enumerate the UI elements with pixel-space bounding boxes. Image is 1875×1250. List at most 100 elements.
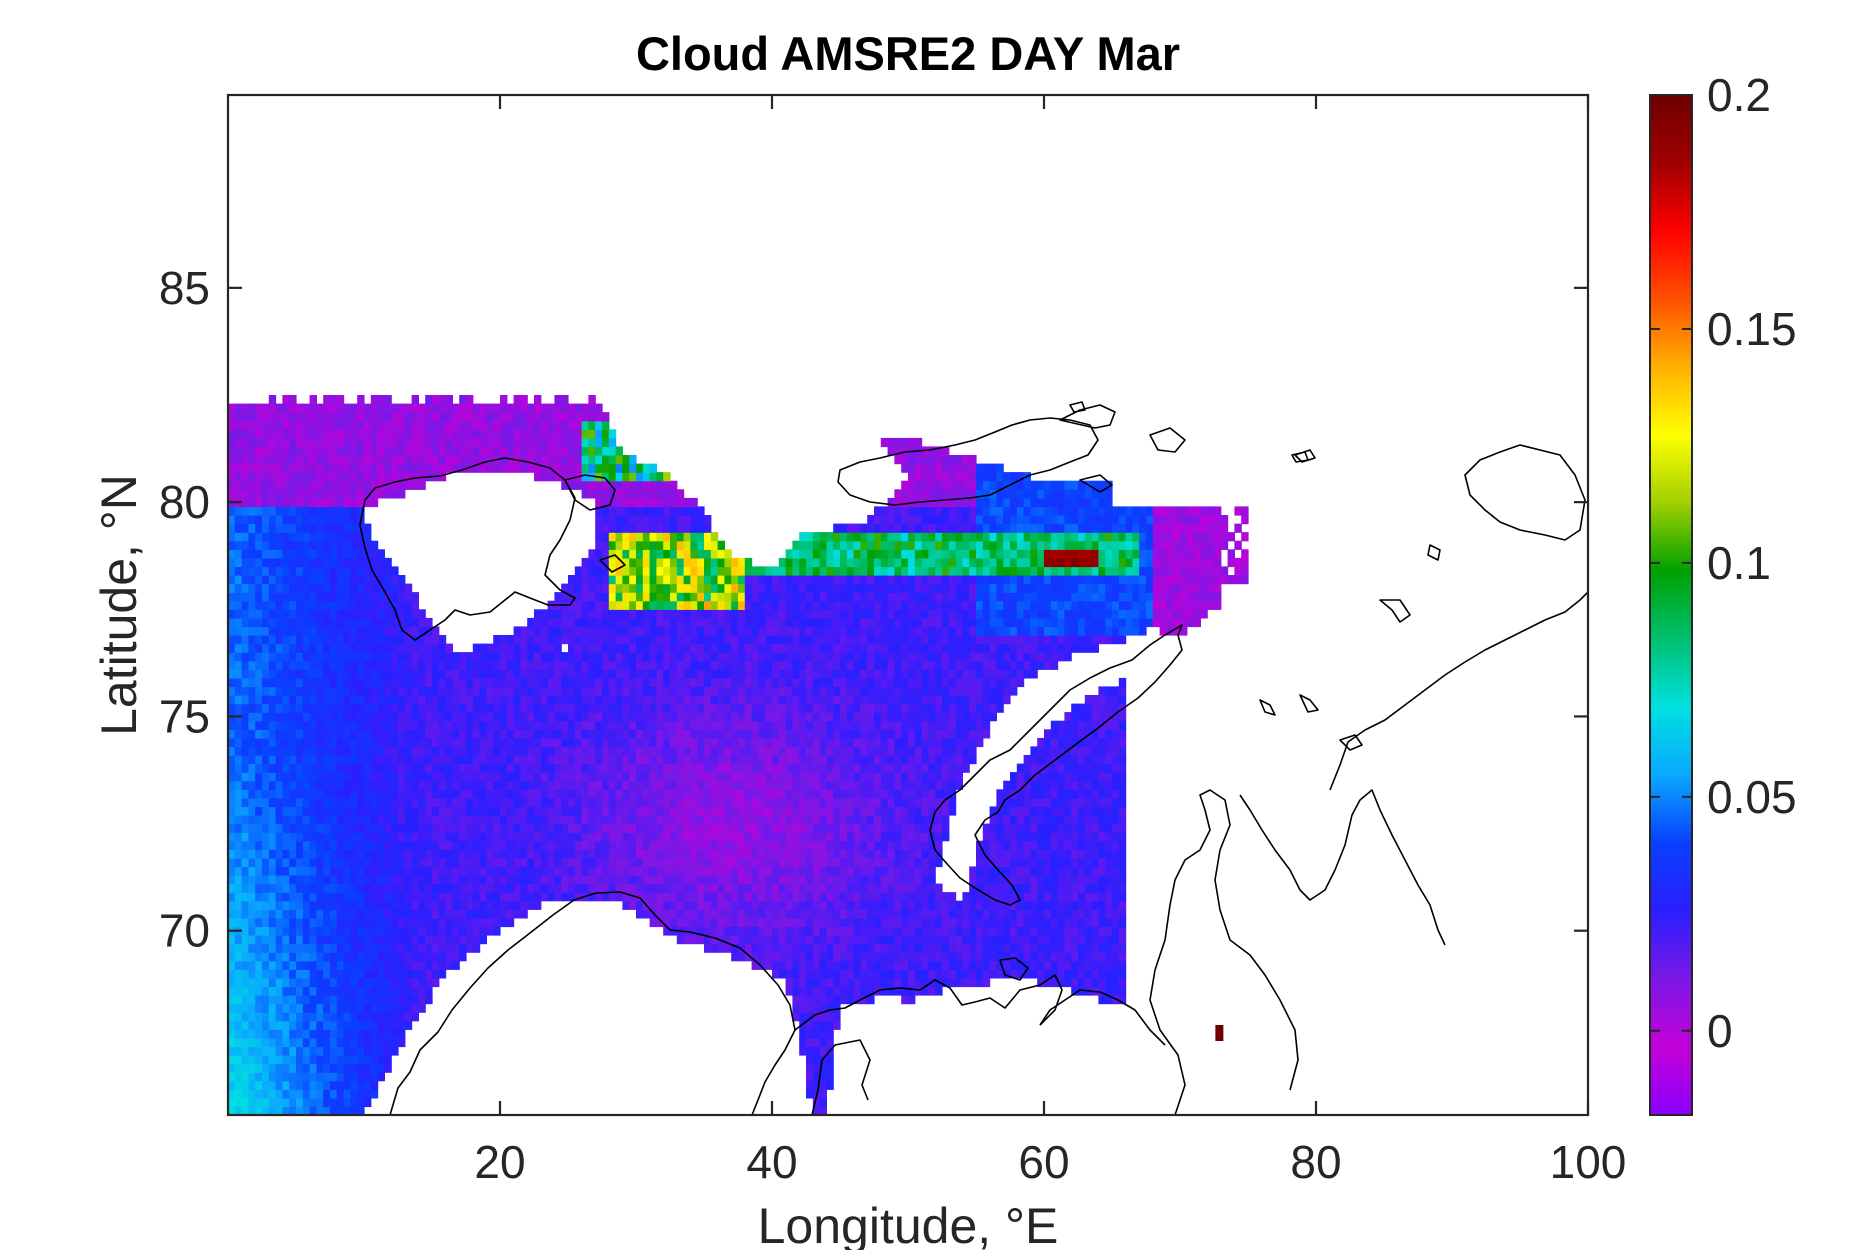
data-cell <box>989 832 997 842</box>
data-cell <box>534 746 542 756</box>
data-cell <box>765 720 773 730</box>
data-cell <box>561 772 569 782</box>
data-cell <box>921 917 929 928</box>
data-cell <box>608 660 617 670</box>
data-cell <box>751 789 759 799</box>
data-cell <box>370 1080 379 1090</box>
data-cell <box>690 900 698 910</box>
data-cell <box>241 789 249 799</box>
data-cell <box>867 840 875 850</box>
data-cell <box>758 917 766 928</box>
data-cell <box>608 823 617 833</box>
data-cell <box>357 1063 365 1073</box>
data-cell <box>425 960 433 970</box>
data-cell <box>908 849 916 859</box>
data-cell <box>765 917 773 928</box>
data-cell <box>704 815 712 825</box>
data-cell <box>772 926 780 936</box>
data-cell <box>418 780 426 790</box>
data-cell <box>880 986 889 996</box>
data-cell <box>636 763 644 773</box>
data-cell <box>676 917 685 928</box>
data-cell <box>996 875 1004 885</box>
data-cell <box>493 849 501 859</box>
data-cell <box>1016 866 1025 876</box>
data-cell <box>425 737 433 748</box>
data-cell <box>547 712 555 722</box>
data-cell <box>282 866 290 876</box>
data-cell <box>1023 900 1031 910</box>
data-cell <box>595 660 603 670</box>
data-cell <box>812 995 821 1005</box>
data-cell <box>1010 677 1018 688</box>
data-cell <box>540 712 549 722</box>
data-cell <box>472 832 481 842</box>
data-cell <box>880 952 889 962</box>
data-cell <box>962 737 970 748</box>
data-cell <box>724 866 732 876</box>
data-cell <box>384 849 392 859</box>
data-cell <box>472 892 481 902</box>
data-cell <box>860 677 868 688</box>
data-cell <box>615 772 623 782</box>
data-cell <box>1050 892 1059 902</box>
data-cell <box>1050 720 1059 730</box>
data-cell <box>289 806 297 816</box>
data-cell <box>853 746 861 756</box>
data-cell <box>350 1020 358 1030</box>
data-cell <box>357 875 365 885</box>
data-cell <box>744 815 753 825</box>
data-cell <box>962 952 970 962</box>
data-cell <box>234 1046 243 1056</box>
data-cell <box>234 789 243 799</box>
data-cell <box>792 840 800 850</box>
data-cell <box>520 712 528 722</box>
data-cell <box>976 926 984 936</box>
data-cell <box>330 857 338 868</box>
data-cell <box>792 815 800 825</box>
data-cell <box>268 840 277 850</box>
data-cell <box>452 866 460 876</box>
data-cell <box>744 866 753 876</box>
data-cell <box>656 729 664 739</box>
data-cell <box>534 737 542 748</box>
data-cell <box>636 866 644 876</box>
data-cell <box>1071 917 1079 928</box>
data-cell <box>792 892 800 902</box>
data-cell <box>867 892 875 902</box>
data-cell <box>1003 909 1011 919</box>
data-cell <box>445 720 453 730</box>
data-cell <box>228 977 236 988</box>
data-cell <box>690 695 698 705</box>
data-cell <box>853 909 861 919</box>
data-cell <box>466 660 474 670</box>
data-cell <box>350 909 358 919</box>
data-cell <box>894 952 902 962</box>
data-cell <box>1118 677 1127 688</box>
data-cell <box>772 686 780 696</box>
data-cell <box>819 789 827 799</box>
data-cell <box>615 737 623 748</box>
data-cell <box>649 797 657 808</box>
data-cell <box>343 960 351 970</box>
data-cell <box>676 712 685 722</box>
data-cell <box>268 866 277 876</box>
data-cell <box>581 857 589 868</box>
data-cell <box>479 660 487 670</box>
data-cell <box>602 763 610 773</box>
data-cell <box>622 823 630 833</box>
data-cell <box>1050 909 1059 919</box>
data-cell <box>724 875 732 885</box>
data-cell <box>996 909 1004 919</box>
data-cell <box>262 763 270 773</box>
data-cell <box>296 789 304 799</box>
data-cell <box>697 703 705 713</box>
data-cell <box>534 806 542 816</box>
data-cell <box>411 995 419 1005</box>
data-cell <box>989 926 997 936</box>
data-cell <box>268 660 277 670</box>
data-cell <box>418 686 426 696</box>
data-cell <box>527 866 535 876</box>
data-cell <box>636 840 644 850</box>
data-cell <box>772 969 780 979</box>
